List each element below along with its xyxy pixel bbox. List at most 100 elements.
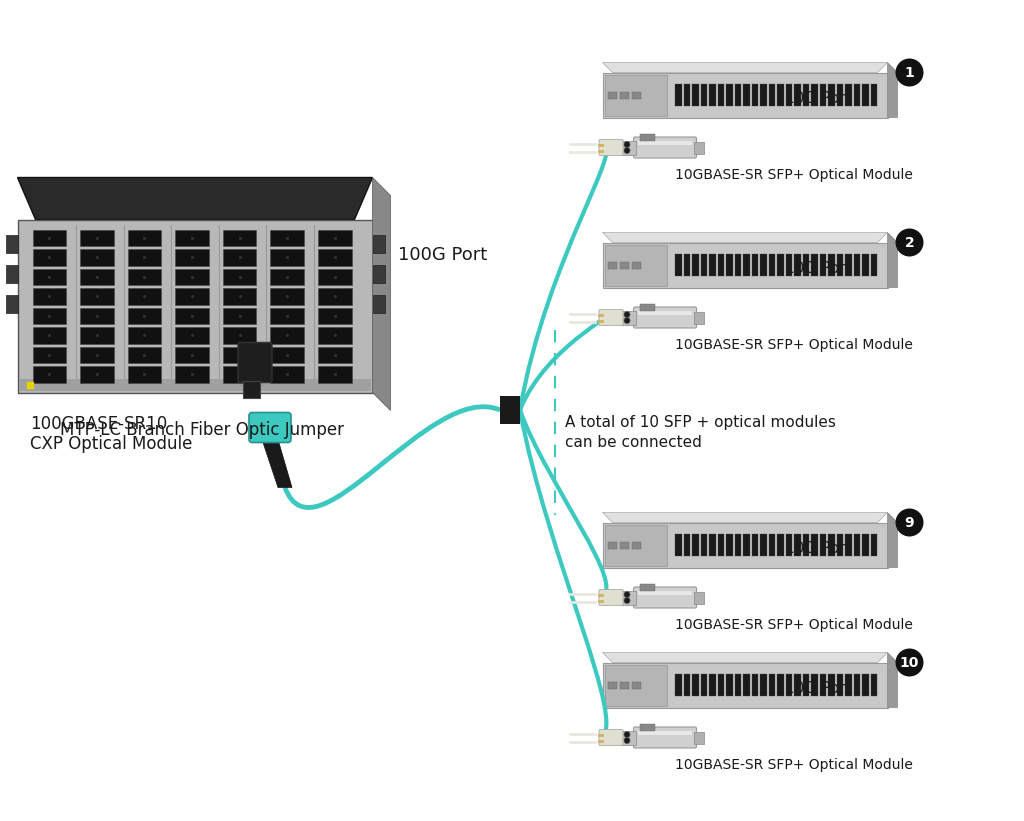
Bar [692,254,698,276]
Bar [638,731,692,735]
Bar [743,674,750,696]
Bar [128,230,161,246]
Bar [500,396,520,424]
Polygon shape [888,232,897,287]
Bar [175,308,209,324]
Bar [128,288,161,305]
Circle shape [896,58,924,86]
Bar [862,84,868,106]
Circle shape [624,141,630,148]
Bar [640,584,655,590]
Bar [675,254,682,276]
Bar [604,664,668,705]
Bar [640,304,655,310]
Bar [632,262,640,269]
Bar [602,522,888,567]
Bar [811,254,818,276]
Bar [373,235,384,253]
Bar [317,268,351,285]
Bar [33,346,67,363]
Bar [761,254,767,276]
Bar [602,72,888,117]
Bar [803,674,809,696]
FancyBboxPatch shape [634,137,696,158]
Bar [620,92,629,99]
Bar [317,288,351,305]
Bar [862,254,868,276]
Circle shape [896,649,924,677]
Bar [620,590,636,604]
Bar [761,534,767,557]
Bar [785,254,793,276]
Bar [223,288,256,305]
Bar [828,674,835,696]
Bar [638,590,692,594]
Bar [33,268,67,285]
Bar [80,288,114,305]
Bar [80,249,114,265]
Bar [795,84,801,106]
Bar [820,674,826,696]
Bar [700,254,708,276]
Bar [175,249,209,265]
Bar [80,268,114,285]
Bar [620,310,636,324]
Bar [128,366,161,383]
Bar [175,366,209,383]
Bar [862,674,868,696]
Text: 10GBASE-SR SFP+ Optical Module: 10GBASE-SR SFP+ Optical Module [675,337,912,351]
Bar [769,84,775,106]
Bar [694,141,705,154]
Polygon shape [262,439,292,488]
FancyBboxPatch shape [634,587,696,608]
Circle shape [624,732,630,737]
Bar [632,542,640,549]
Bar [811,84,818,106]
Text: can be connected: can be connected [565,434,701,450]
Circle shape [624,318,630,323]
Bar [828,254,835,276]
Bar [846,254,852,276]
Bar [735,84,741,106]
Bar [607,262,616,269]
Bar [270,268,304,285]
Text: 10GBASE-SR SFP+ Optical Module: 10GBASE-SR SFP+ Optical Module [675,758,912,772]
Bar [710,254,716,276]
Text: 10GBASE-SR SFP+ Optical Module: 10GBASE-SR SFP+ Optical Module [675,617,912,631]
Circle shape [624,598,630,603]
Bar [632,682,640,689]
Bar [607,92,616,99]
Bar [223,268,256,285]
Polygon shape [888,62,897,117]
Bar [607,682,616,689]
Bar [785,84,793,106]
Bar [684,674,690,696]
Bar [769,534,775,557]
Polygon shape [602,653,888,663]
Text: 10G Port: 10G Port [785,90,852,106]
Text: 10GBASE-SR SFP+ Optical Module: 10GBASE-SR SFP+ Optical Module [675,167,912,181]
Bar [785,674,793,696]
Bar [795,254,801,276]
Bar [317,327,351,343]
Bar [270,327,304,343]
Bar [620,140,636,154]
Bar [837,674,844,696]
Bar [33,327,67,343]
Bar [854,674,860,696]
Text: 2: 2 [904,236,914,250]
Bar [675,84,682,106]
Bar [80,308,114,324]
Bar [735,674,741,696]
Bar [175,230,209,246]
Bar [710,534,716,557]
Bar [803,254,809,276]
FancyBboxPatch shape [634,307,696,328]
Bar [270,230,304,246]
Bar [223,249,256,265]
Bar [718,534,724,557]
Bar [862,534,868,557]
Bar [726,254,732,276]
Polygon shape [888,653,897,708]
Bar [175,288,209,305]
